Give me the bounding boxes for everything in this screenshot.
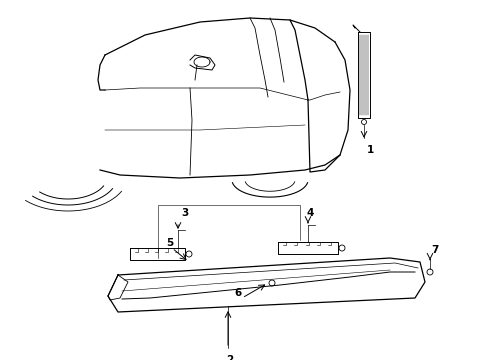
Text: 7: 7 — [431, 245, 439, 255]
Text: 1: 1 — [367, 145, 374, 155]
Text: 3: 3 — [181, 208, 189, 218]
Text: 2: 2 — [226, 355, 234, 360]
Text: 6: 6 — [234, 288, 242, 298]
Text: 4: 4 — [306, 208, 314, 218]
Text: 5: 5 — [167, 238, 173, 248]
